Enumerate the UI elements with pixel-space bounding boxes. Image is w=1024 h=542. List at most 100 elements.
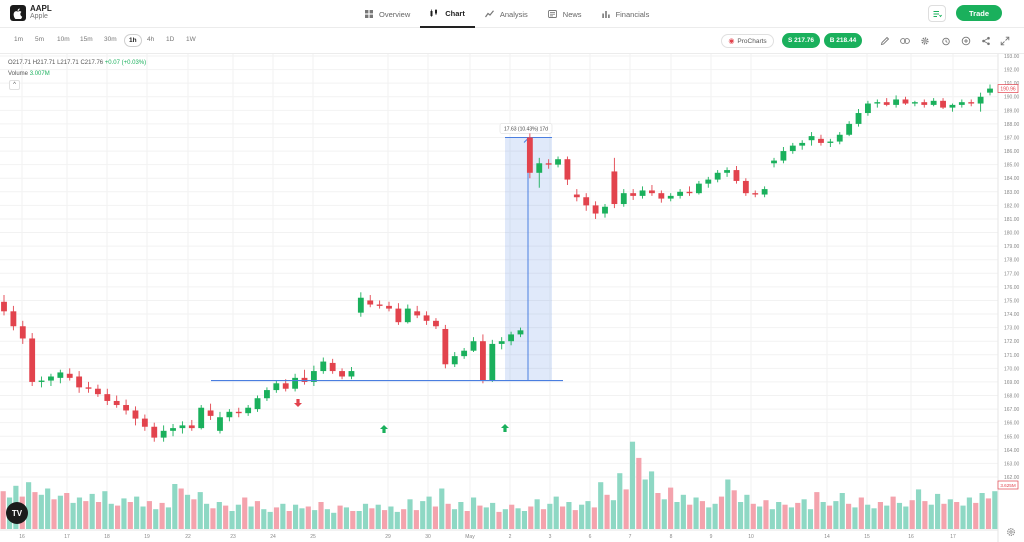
- candle: [10, 305, 17, 331]
- candle-body: [958, 102, 965, 105]
- tab-financials[interactable]: Financials: [592, 0, 660, 28]
- price-tick-label: 189.00: [1004, 108, 1020, 114]
- volume-bar: [432, 506, 439, 529]
- procharts-label: ProCharts: [737, 37, 767, 45]
- candle-body: [686, 191, 693, 194]
- candle-body: [292, 377, 299, 389]
- timeframe-1h[interactable]: 1h: [124, 34, 142, 47]
- buy-button[interactable]: B 218.44: [824, 33, 862, 48]
- volume-bar: [172, 484, 178, 529]
- chart-settings-icon[interactable]: [1006, 527, 1016, 537]
- measurement-label: 17.63 (10.43%) 17d: [504, 126, 548, 132]
- candle: [235, 407, 242, 418]
- tradingview-logo-icon[interactable]: TV: [6, 502, 28, 524]
- candle: [592, 201, 599, 219]
- volume-bar: [585, 501, 591, 529]
- candle-body: [780, 151, 787, 161]
- volume-bar: [280, 503, 286, 529]
- candle: [310, 365, 317, 387]
- candle-body: [386, 305, 392, 309]
- volume-bar: [216, 502, 222, 529]
- gear-icon[interactable]: [920, 36, 930, 46]
- volume-bar: [769, 509, 775, 529]
- timeframe-1m[interactable]: 1m: [14, 36, 24, 43]
- procharts-icon: ◉: [728, 38, 735, 45]
- watchlist-menu-button[interactable]: [928, 5, 946, 22]
- volume-bar: [343, 507, 350, 529]
- tab-analysis[interactable]: Analysis: [475, 0, 538, 28]
- svg-text:TV: TV: [12, 509, 23, 518]
- timeframe-1d[interactable]: 1D: [166, 36, 175, 43]
- timeframe-30m[interactable]: 30m: [104, 36, 117, 43]
- timeframe-1w[interactable]: 1W: [186, 36, 196, 43]
- volume-bar: [909, 500, 915, 529]
- candle-body: [104, 394, 111, 401]
- volume-bar: [521, 511, 528, 529]
- price-chart[interactable]: 17.63 (10.43%) 17d 193.00192.00191.00190…: [0, 54, 1024, 542]
- candle: [611, 157, 618, 209]
- candle-body: [526, 137, 533, 173]
- plus-circle-icon[interactable]: [961, 36, 971, 46]
- date-tick-label: 24: [270, 534, 276, 540]
- fullscreen-icon[interactable]: [1000, 36, 1010, 46]
- candle: [207, 403, 214, 420]
- volume-bar: [795, 502, 801, 529]
- procharts-button[interactable]: ◉ ProCharts: [721, 34, 774, 48]
- volume-bar: [83, 501, 89, 529]
- volume-legend: Volume 3.007M: [8, 71, 50, 77]
- timeframe-5m[interactable]: 5m: [35, 36, 45, 43]
- volume-bar: [490, 502, 496, 529]
- volume-bar: [254, 501, 261, 529]
- candle: [264, 387, 270, 401]
- volume-bar: [623, 489, 629, 529]
- timeframe-15m[interactable]: 15m: [80, 36, 93, 43]
- share-icon[interactable]: [981, 36, 991, 46]
- tab-overview[interactable]: Overview: [355, 0, 420, 28]
- candle-body: [508, 334, 515, 342]
- last-price-tag: [997, 84, 1019, 93]
- candle: [198, 405, 205, 430]
- volume-bar: [979, 493, 985, 529]
- candle: [836, 132, 843, 145]
- volume-bar: [165, 507, 172, 529]
- volume-bar: [312, 510, 318, 529]
- sell-button[interactable]: S 217.76: [782, 33, 820, 48]
- volume-bar: [515, 508, 521, 529]
- candle: [639, 186, 646, 199]
- volume-bar: [426, 496, 432, 529]
- candle: [602, 204, 608, 218]
- candlesticks: [1, 84, 993, 442]
- candle-body: [151, 426, 158, 438]
- volume-bar: [915, 489, 922, 529]
- tab-chart[interactable]: Chart: [420, 0, 475, 28]
- tab-news[interactable]: News: [538, 0, 592, 28]
- volume-bar: [115, 505, 121, 529]
- trade-button[interactable]: Trade: [956, 5, 1002, 21]
- candle: [921, 99, 928, 108]
- candle: [733, 166, 740, 184]
- volume-bar: [32, 492, 38, 529]
- candle: [714, 170, 721, 183]
- alarm-icon[interactable]: [941, 36, 951, 46]
- volume-bar: [502, 509, 508, 529]
- measurement-tool[interactable]: 17.63 (10.43%) 17d: [499, 123, 553, 381]
- candle-body: [639, 190, 646, 196]
- volume-bar: [890, 496, 896, 529]
- candle: [846, 121, 853, 137]
- pencil-icon[interactable]: [880, 36, 890, 46]
- candle: [1, 295, 7, 316]
- candle: [752, 190, 759, 198]
- volume-bar: [896, 502, 903, 529]
- volume-bar: [223, 505, 229, 529]
- volume-bar: [884, 505, 890, 529]
- candle: [48, 373, 54, 387]
- volume-bar: [375, 504, 381, 529]
- timeframe-10m[interactable]: 10m: [57, 36, 70, 43]
- collapse-legend-button[interactable]: ^: [9, 80, 20, 90]
- price-tick-label: 169.00: [1004, 380, 1020, 386]
- volume-bar: [820, 502, 826, 529]
- price-tick-label: 172.00: [1004, 339, 1020, 345]
- volume-bar: [407, 499, 413, 529]
- timeframe-4h[interactable]: 4h: [147, 36, 155, 43]
- indicators-icon[interactable]: [900, 36, 910, 46]
